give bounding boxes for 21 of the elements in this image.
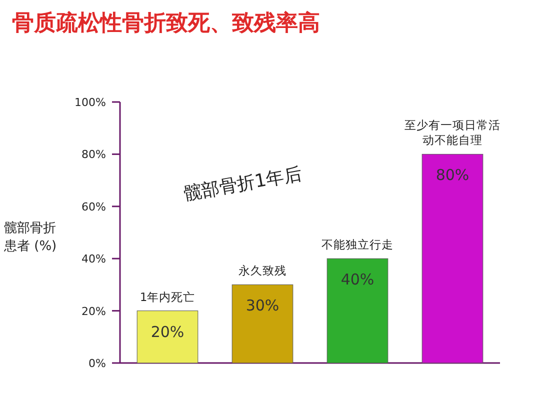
y-tick-label: 40%	[82, 252, 106, 266]
x-tick-label: 不能独立行走	[322, 238, 394, 252]
y-tick-label: 60%	[82, 200, 106, 214]
bar	[232, 284, 294, 364]
x-tick-label: 至少有一项日常活动不能自理	[404, 118, 500, 148]
data-label: 40%	[340, 270, 374, 289]
bar	[326, 258, 388, 364]
bar	[136, 310, 198, 364]
annotation: 髋部骨折1年后	[182, 164, 304, 205]
y-tick-label: 0%	[88, 357, 106, 370]
data-label: 20%	[150, 322, 184, 341]
y-tick-label: 100%	[74, 96, 106, 109]
y-tick-label: 80%	[82, 148, 106, 162]
data-label: 80%	[436, 166, 470, 184]
y-tick-label: 20%	[82, 304, 106, 318]
y-axis-title: 髋部骨折患者 (%)	[3, 221, 57, 254]
x-tick-label: 永久致残	[238, 264, 286, 278]
x-tick-label: 1年内死亡	[140, 290, 196, 304]
chart-title: 骨质疏松性骨折致死、致残率高	[12, 10, 320, 36]
data-label: 30%	[246, 296, 280, 315]
bar	[422, 154, 484, 364]
